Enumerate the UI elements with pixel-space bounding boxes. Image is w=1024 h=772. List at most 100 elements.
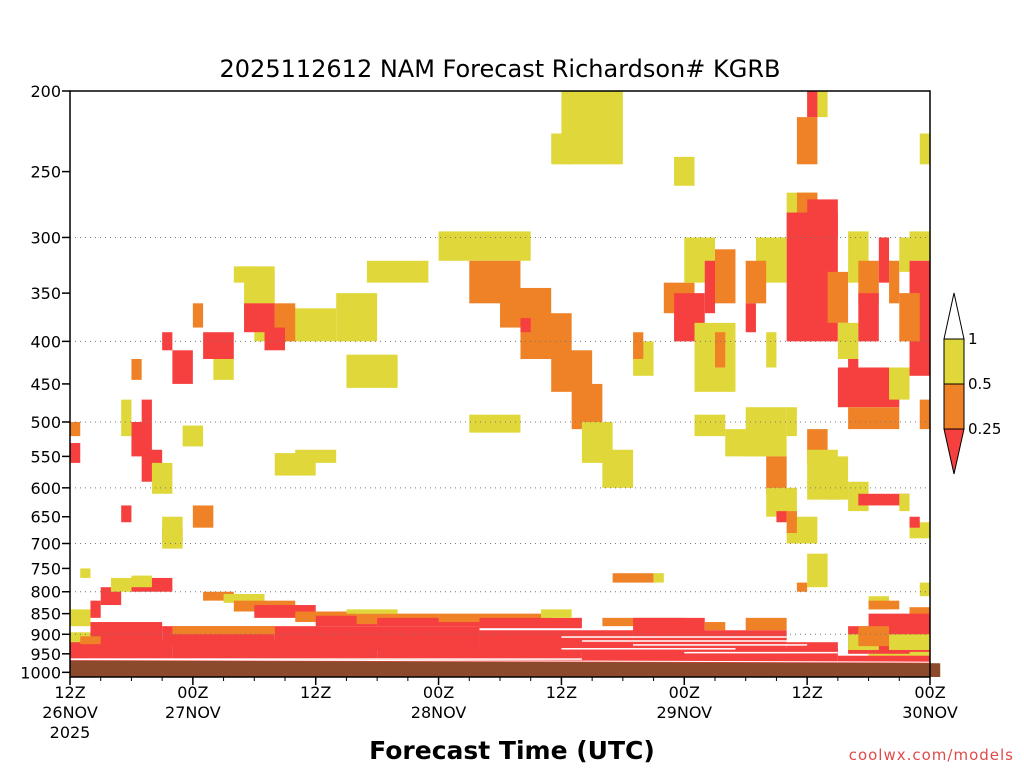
x-tick-label: 00Z bbox=[669, 683, 700, 702]
y-tick-label: 300 bbox=[30, 228, 61, 247]
x-tick-label: 12Z bbox=[791, 683, 822, 702]
ri-cell-low bbox=[90, 622, 163, 643]
y-tick-label: 900 bbox=[30, 625, 61, 644]
ri-cell-high bbox=[745, 407, 787, 457]
ri-cell-mid bbox=[203, 591, 234, 601]
ri-cell-high bbox=[80, 568, 91, 578]
ri-cell-low bbox=[776, 511, 787, 523]
ri-cell-mid bbox=[827, 271, 849, 323]
y-tick-label: 750 bbox=[30, 559, 61, 578]
x-tick-label: 12Z bbox=[54, 683, 85, 702]
ri-cell-high bbox=[151, 462, 173, 494]
ri-cell-low bbox=[131, 421, 152, 457]
ri-cell-high bbox=[121, 399, 132, 437]
colorbar-bottom-arrow bbox=[943, 428, 965, 475]
ri-cell-mid bbox=[848, 407, 900, 430]
ri-cell-mid bbox=[796, 582, 808, 592]
y-tick-label: 700 bbox=[30, 535, 61, 554]
x-tick-label: 00Z bbox=[423, 683, 454, 702]
white-stripe bbox=[561, 636, 787, 638]
ri-cell-low bbox=[633, 630, 787, 654]
ri-cell-mid bbox=[899, 293, 920, 342]
ri-cell-low bbox=[807, 91, 818, 118]
ri-cell-low bbox=[264, 327, 285, 351]
ri-cell-high bbox=[438, 231, 531, 261]
ri-cell-high bbox=[162, 516, 183, 549]
ri-cell-low bbox=[203, 332, 234, 359]
ri-cell-high bbox=[827, 456, 849, 500]
ri-cell-low bbox=[90, 600, 101, 618]
ri-cell-mid bbox=[786, 511, 797, 534]
x-tick-label: 30NOV bbox=[902, 703, 958, 722]
ri-cell-low bbox=[704, 260, 715, 314]
x-tick-label: 26NOV bbox=[42, 703, 98, 722]
ri-cell-high bbox=[602, 449, 634, 488]
ground-fill bbox=[70, 660, 941, 677]
x-tick-label: 00Z bbox=[914, 683, 945, 702]
ri-cell-low bbox=[244, 303, 275, 333]
x-tick-label: 29NOV bbox=[656, 703, 712, 722]
ri-cell-high bbox=[899, 237, 910, 272]
ri-cell-low bbox=[315, 615, 378, 627]
x-tick-label: 28NOV bbox=[411, 703, 467, 722]
ri-cell-mid bbox=[131, 358, 142, 380]
ri-cell-high bbox=[889, 367, 910, 400]
white-stripe bbox=[684, 651, 838, 654]
ri-cell-low bbox=[377, 617, 480, 627]
ground-edge bbox=[69, 659, 941, 663]
ri-cell-mid bbox=[172, 626, 275, 635]
ri-cell-low bbox=[581, 648, 838, 664]
ri-cell-high bbox=[346, 609, 398, 614]
x-tick-label: 00Z bbox=[177, 683, 208, 702]
ri-cell-mid bbox=[438, 613, 552, 623]
ri-cell-low bbox=[141, 399, 152, 422]
ri-cell-low bbox=[807, 199, 838, 238]
y-tick-label: 500 bbox=[30, 413, 61, 432]
x-axis-label: Forecast Time (UTC) bbox=[369, 736, 655, 765]
y-tick-label: 450 bbox=[30, 375, 61, 394]
ri-cell-mid bbox=[192, 303, 204, 328]
y-tick-label: 850 bbox=[30, 605, 61, 624]
ri-cell-low bbox=[837, 655, 930, 666]
y-tick-label: 650 bbox=[30, 508, 61, 527]
ri-cell-low bbox=[745, 303, 756, 333]
ri-cell-high bbox=[346, 354, 398, 388]
ri-cell-low bbox=[479, 617, 582, 629]
ri-cell-high bbox=[366, 260, 429, 283]
ri-cell-high bbox=[694, 414, 726, 437]
ri-cell-high bbox=[899, 493, 910, 512]
ri-cell-high bbox=[889, 634, 930, 650]
ri-cell-high bbox=[223, 593, 265, 603]
ri-cell-low bbox=[172, 640, 378, 664]
ri-cell-high bbox=[469, 414, 521, 433]
colorbar-label: 1 bbox=[968, 330, 978, 348]
ri-cell-high bbox=[295, 449, 337, 463]
ri-cell-mid bbox=[715, 332, 726, 368]
colorbar-top-arrow bbox=[943, 292, 965, 340]
ri-cell-low bbox=[70, 443, 81, 463]
ri-cell-high bbox=[930, 429, 940, 456]
ri-cell-high bbox=[540, 609, 572, 618]
ri-cell-mid bbox=[612, 573, 654, 583]
y-tick-label: 550 bbox=[30, 447, 61, 466]
y-tick-label: 800 bbox=[30, 583, 61, 602]
ri-cell-mid bbox=[715, 249, 736, 304]
colorbar-label: 0.25 bbox=[968, 420, 1001, 438]
ri-cell-high bbox=[919, 133, 930, 165]
ri-cell-mid bbox=[633, 332, 644, 359]
ri-cell-mid bbox=[192, 505, 214, 528]
y-tick-label: 1000 bbox=[20, 663, 61, 682]
ri-cell-low bbox=[909, 516, 920, 528]
white-stripes bbox=[70, 636, 838, 660]
ground-layer bbox=[69, 659, 941, 677]
white-stripe bbox=[633, 644, 808, 646]
ri-cell-high bbox=[182, 425, 204, 447]
white-stripe bbox=[581, 640, 808, 642]
ri-cell-high bbox=[837, 322, 859, 359]
y-tick-label: 600 bbox=[30, 479, 61, 498]
ri-cell-high bbox=[674, 156, 695, 186]
colorbar-bin-high bbox=[943, 338, 965, 385]
ri-cell-high bbox=[807, 553, 828, 588]
ri-cell-low bbox=[121, 505, 132, 523]
ri-cell-mid bbox=[766, 456, 787, 494]
